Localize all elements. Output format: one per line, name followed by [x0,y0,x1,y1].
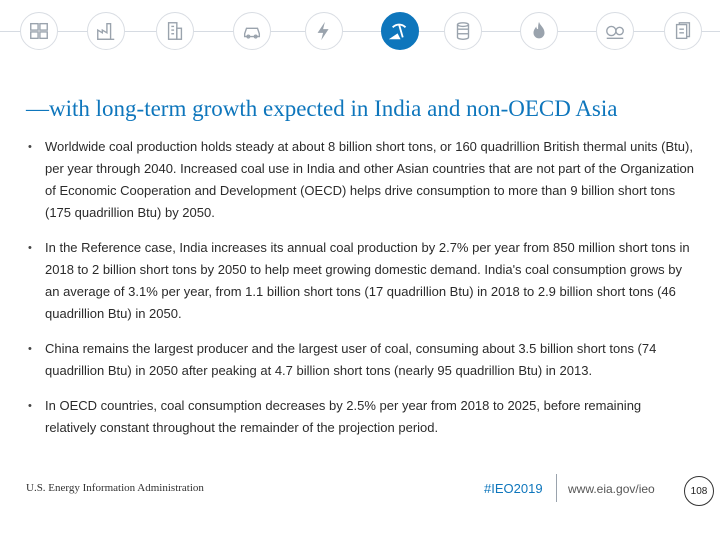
bullet-item: • China remains the largest producer and… [26,338,696,382]
bullet-marker: • [28,343,32,355]
bullet-text: In the Reference case, India increases i… [45,240,690,321]
industrial-icon[interactable] [87,12,125,50]
bullet-text: Worldwide coal production holds steady a… [45,139,694,220]
natural-gas-flame-icon[interactable] [520,12,558,50]
agency-name: U.S. Energy Information Administration [26,482,204,494]
documents-icon[interactable] [664,12,702,50]
hashtag-label: #IEO2019 [484,481,543,496]
electricity-icon[interactable] [305,12,343,50]
bullet-item: • In the Reference case, India increases… [26,237,696,325]
bullet-marker: • [28,242,32,254]
bullet-text: China remains the largest producer and t… [45,341,657,378]
nav-divider-line [0,31,720,32]
bullet-text: In OECD countries, coal consumption decr… [45,398,642,435]
transportation-icon[interactable] [233,12,271,50]
bullet-marker: • [28,141,32,153]
website-url[interactable]: www.eia.gov/ieo [568,482,655,496]
bullet-item: • Worldwide coal production holds steady… [26,136,696,224]
bullet-list: • Worldwide coal production holds steady… [26,136,696,452]
top-navigation-bar [0,0,720,62]
buildings-icon[interactable] [156,12,194,50]
bullet-item: • In OECD countries, coal consumption de… [26,395,696,439]
overview-icon[interactable] [20,12,58,50]
footer-divider [556,474,557,502]
slide-title: —with long-term growth expected in India… [26,96,618,121]
bullet-marker: • [28,400,32,412]
page-number: 108 [690,485,708,497]
energy-consumption-icon[interactable] [596,12,634,50]
petroleum-barrel-icon[interactable] [444,12,482,50]
page-number-badge: 108 [684,476,714,506]
coal-mining-icon[interactable] [381,12,419,50]
